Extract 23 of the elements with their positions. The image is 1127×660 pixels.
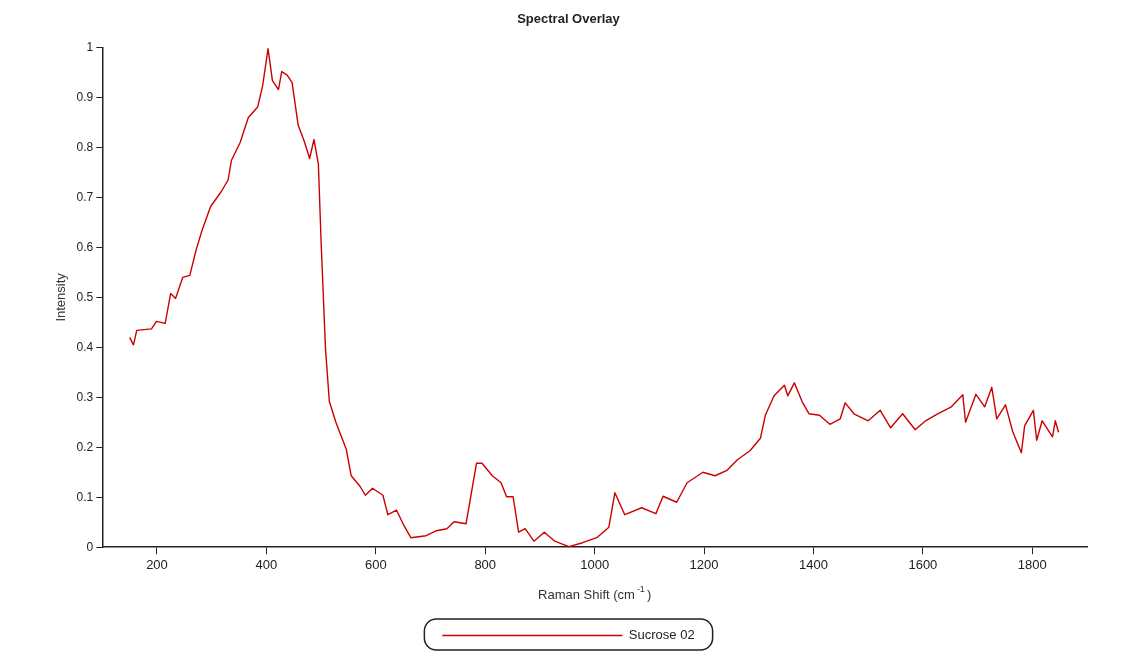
x-tick-label: 1000 [580,556,610,572]
x-tick-label: 1600 [908,556,938,572]
x-tick-label: 600 [364,556,387,572]
text: Sucrose 02 [628,627,695,643]
y-tick-label: 1 [86,39,94,54]
x-tick-label: 800 [474,556,497,572]
y-axis-title: Intensity [53,272,69,322]
chart-title: Spectral Overlay [517,11,621,27]
x-tick-label: 1200 [689,556,719,572]
y-tick-label: 0.6 [76,239,94,254]
y-tick-label: 0.9 [76,89,94,104]
y-tick-label: 0 [86,539,94,554]
y-tick-label: 0.3 [76,389,94,404]
x-tick-label: 1400 [799,556,828,572]
y-tick-label: 0.1 [76,489,94,504]
y-tick-label: 0.5 [76,289,94,304]
x-tick-label: 400 [255,556,278,572]
y-tick-label: 0.7 [76,189,94,204]
y-tick-label: 0.8 [76,139,94,154]
y-tick-label: 0.4 [76,339,94,354]
x-tick-label: 200 [146,556,168,572]
y-tick-label: 0.2 [76,439,94,454]
x-tick-label: 1800 [1017,556,1047,572]
